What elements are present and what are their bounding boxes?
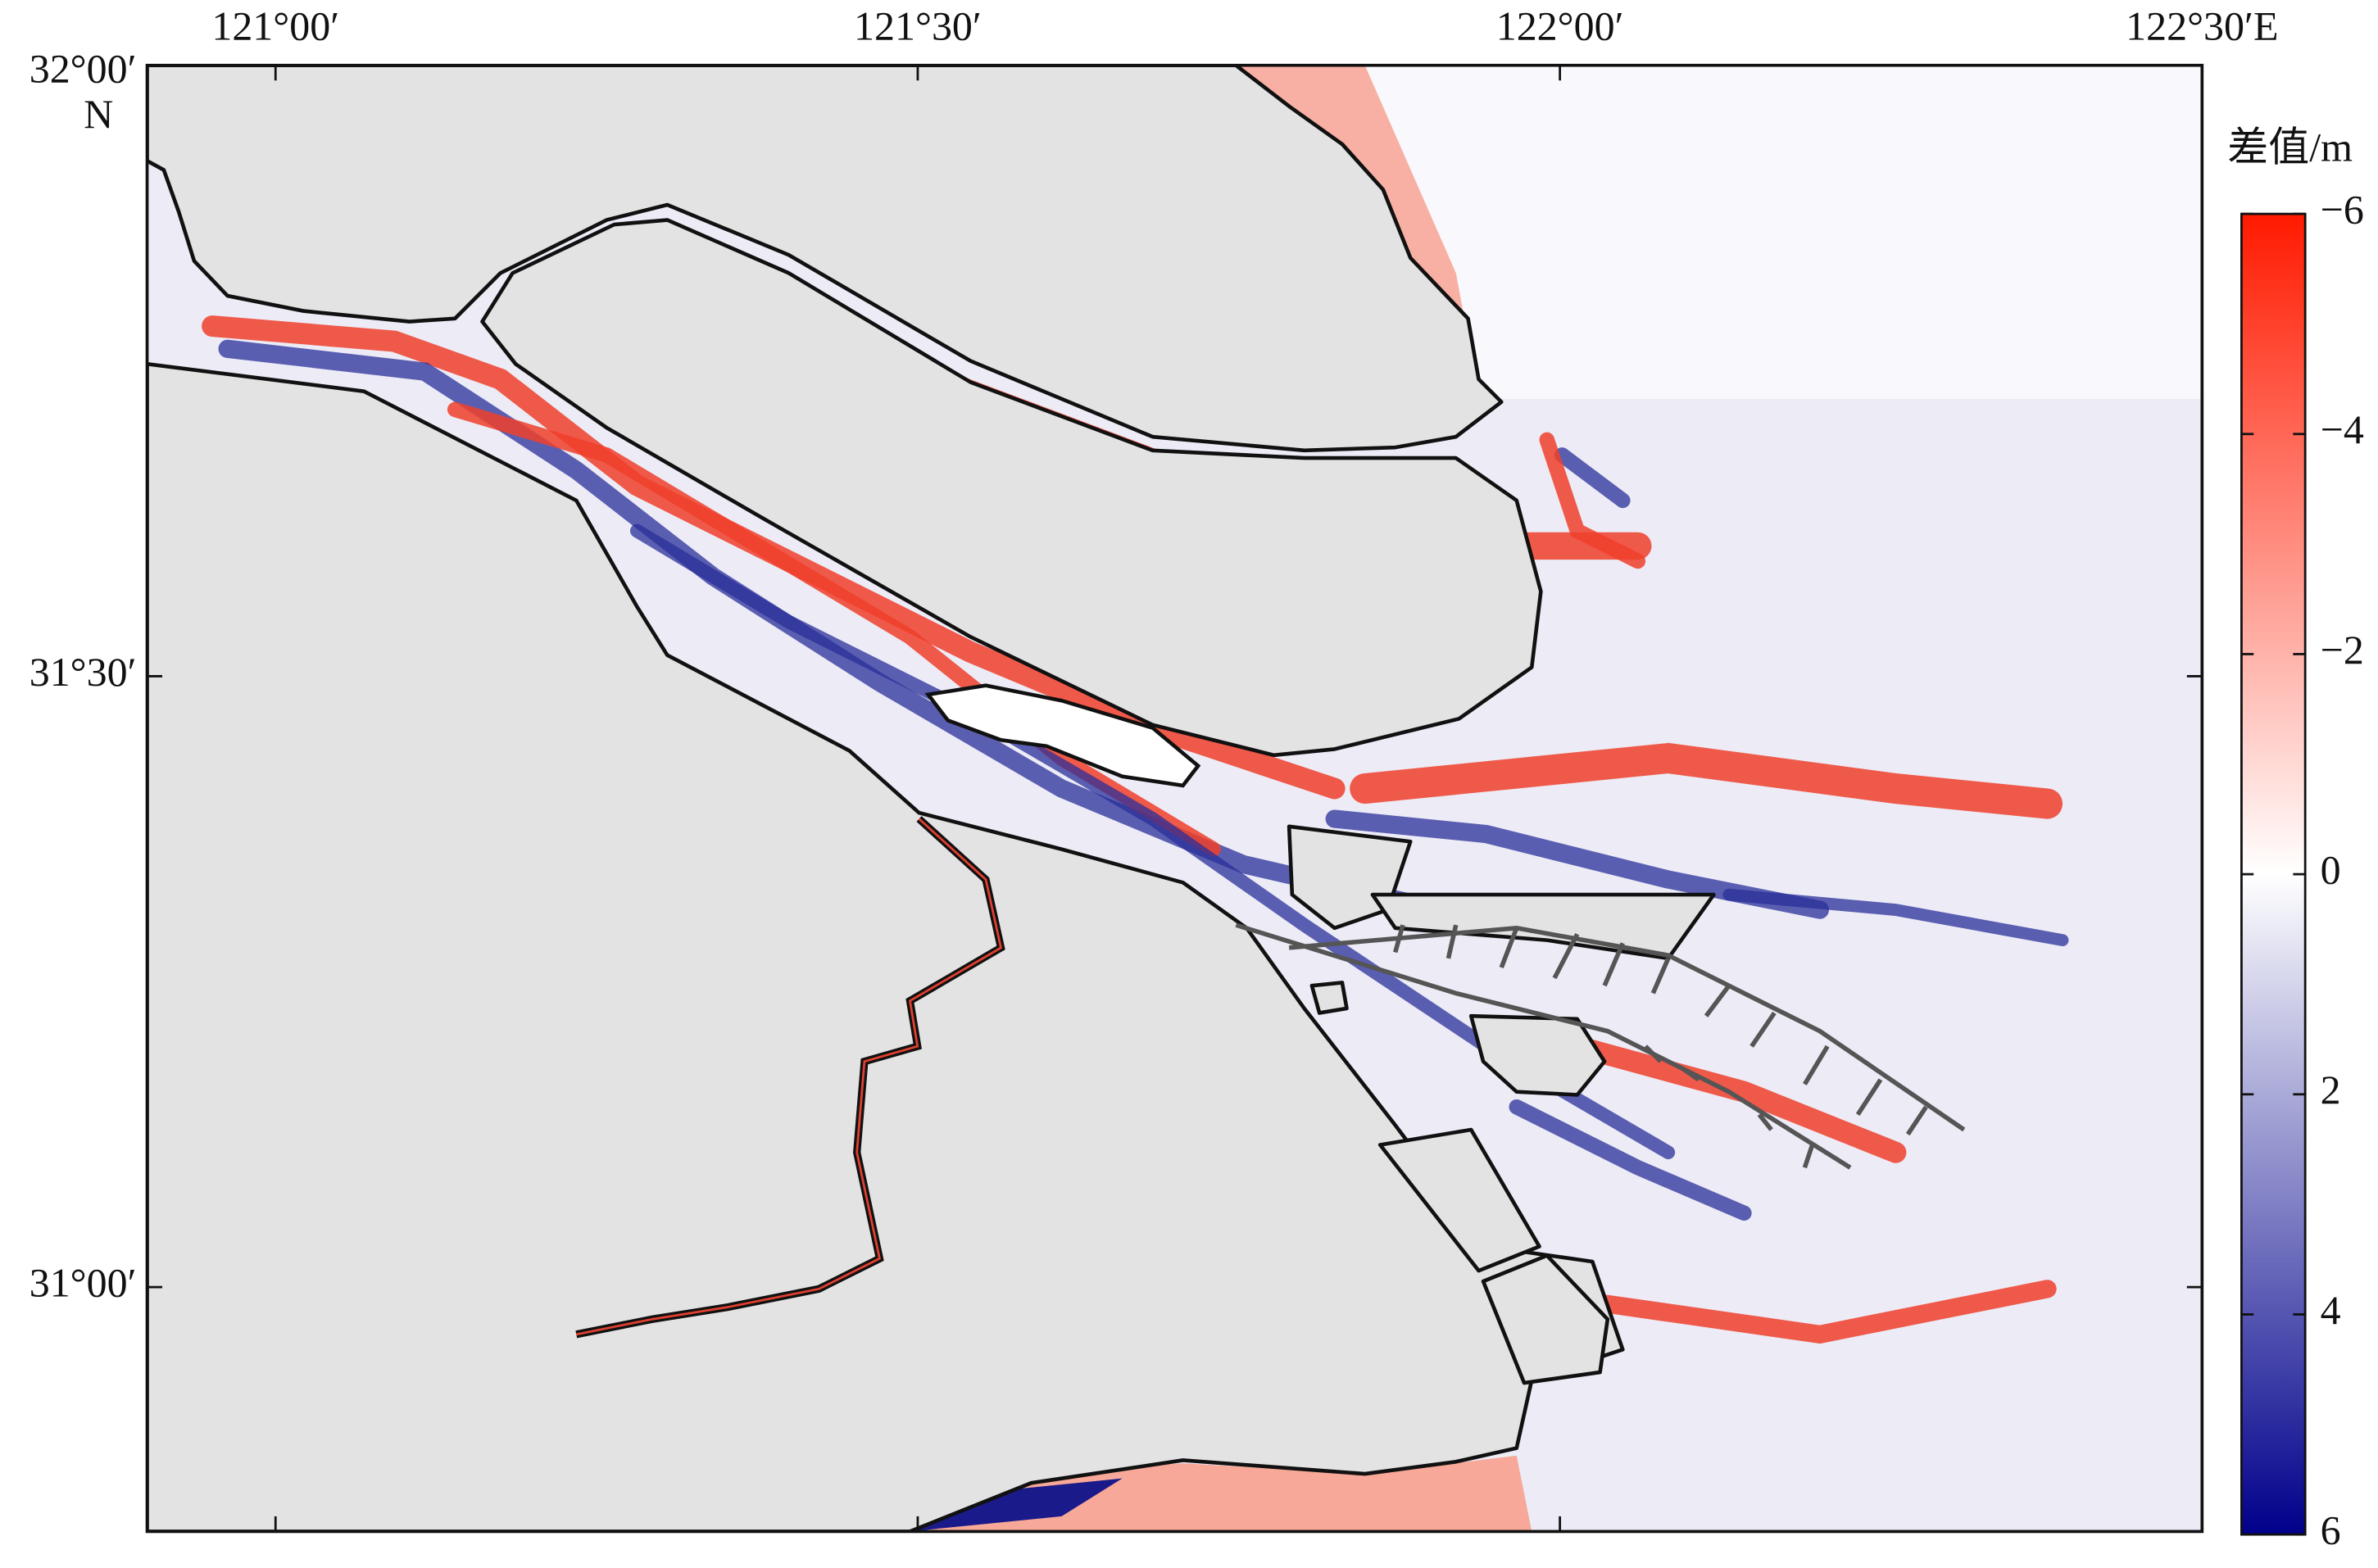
lon-tick-label: 121°30′ [854, 3, 982, 49]
map-body [147, 65, 2203, 1532]
pudong-polders [1377, 1127, 1610, 1385]
chongming-island [480, 218, 1543, 758]
colorbar-tick-label: −6 [2321, 187, 2364, 233]
map-frame [145, 63, 2204, 1534]
lat-tick-label: 31°30′ [29, 649, 137, 695]
colorbar-tick-label: −2 [2321, 627, 2364, 673]
lon-tick-label: 121°00′ [211, 3, 339, 49]
lon-tick-label: 122°00′ [1496, 3, 1624, 49]
small-shoal [1309, 981, 1349, 1015]
lon-tick-label: 122°30′E [2126, 3, 2278, 49]
lat-tick-label: 32°00′ [29, 45, 137, 91]
south-deep [910, 1478, 1123, 1532]
colorbar-tick-label: 2 [2321, 1067, 2341, 1113]
changxing-island [924, 683, 1201, 788]
jiuduansha [1468, 1013, 1607, 1097]
huangpu-river-inner [576, 818, 1003, 1336]
colorbar-tick-label: 0 [2321, 847, 2341, 893]
water-offshore [1364, 65, 2203, 399]
north-land [147, 65, 1504, 453]
colorbar-title: 差值/m [2227, 125, 2353, 170]
training-walls [1235, 922, 1966, 1170]
colorbar-tick-label: 6 [2321, 1507, 2341, 1553]
colorbar-tick-label: 4 [2321, 1287, 2341, 1333]
lat-hemisphere: N [84, 91, 113, 137]
reclamation [1370, 892, 1716, 961]
lat-tick-label: 31°00′ [29, 1260, 137, 1306]
colorbar-tick-label: −4 [2321, 406, 2364, 452]
